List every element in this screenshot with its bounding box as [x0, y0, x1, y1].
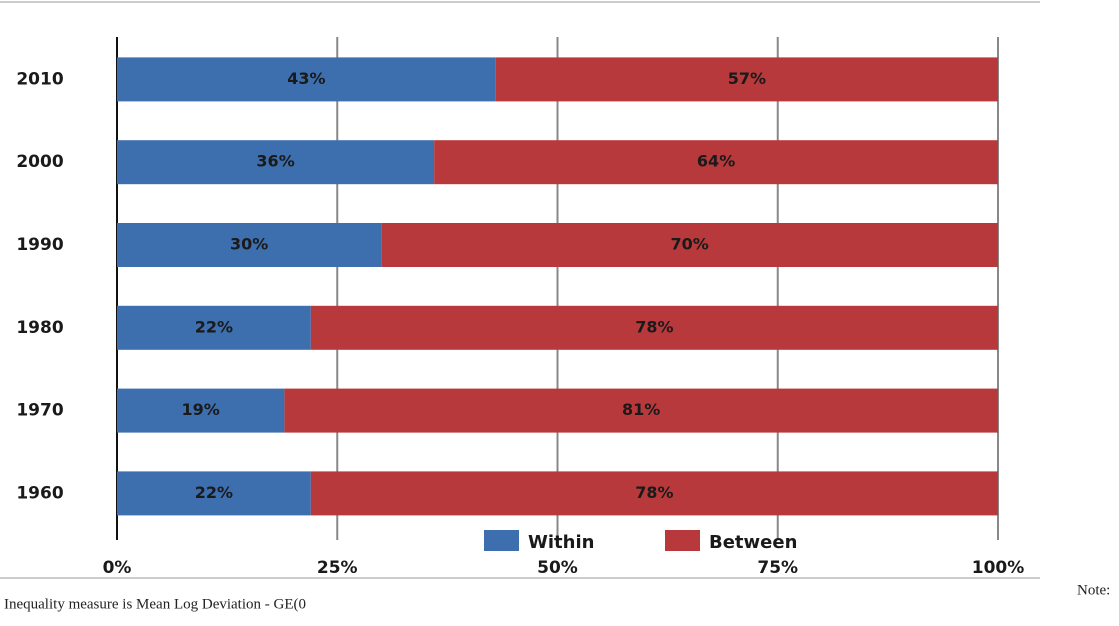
legend-label: Between [709, 532, 797, 553]
bar-segment [117, 471, 311, 516]
bar-segment [310, 471, 998, 516]
bar-segment [495, 57, 998, 102]
legend-swatch [665, 530, 700, 551]
x-tick-label: 25% [317, 558, 358, 578]
value-label: 22% [195, 483, 233, 502]
bar-segment [117, 388, 285, 433]
x-tick-label: 100% [972, 558, 1025, 578]
bar-segment [117, 305, 311, 350]
x-tick-label: 50% [537, 558, 578, 578]
y-tick-label: 2000 [16, 152, 63, 172]
bar-segment [117, 57, 496, 102]
bar-segment [284, 388, 998, 433]
value-label: 78% [635, 317, 673, 336]
value-label: 36% [256, 152, 294, 171]
note-text: Inequality measure is Mean Log Deviation… [4, 596, 306, 612]
value-label: 43% [287, 69, 325, 88]
value-label: 81% [622, 400, 660, 419]
bar-segment [310, 305, 998, 350]
legend-swatch [484, 530, 519, 551]
legend-label: Within [528, 532, 594, 553]
value-label: 30% [230, 235, 268, 254]
value-label: 78% [635, 483, 673, 502]
y-tick-label: 1990 [16, 235, 63, 255]
x-tick-label: 75% [757, 558, 798, 578]
y-tick-label: 2010 [16, 69, 63, 89]
value-label: 22% [195, 317, 233, 336]
value-label: 19% [182, 400, 220, 419]
bar-segment [434, 140, 998, 185]
bar-segment [381, 223, 998, 267]
value-label: 64% [697, 152, 735, 171]
y-tick-label: 1980 [16, 318, 63, 338]
x-tick-label: 0% [103, 558, 132, 578]
bar-segment [117, 223, 382, 267]
y-tick-label: 1960 [16, 483, 63, 503]
value-label: 70% [671, 235, 709, 254]
value-label: 57% [728, 69, 766, 88]
note-label: Note: [1077, 582, 1110, 598]
bar-segment [117, 140, 435, 185]
y-tick-label: 1970 [16, 401, 63, 421]
